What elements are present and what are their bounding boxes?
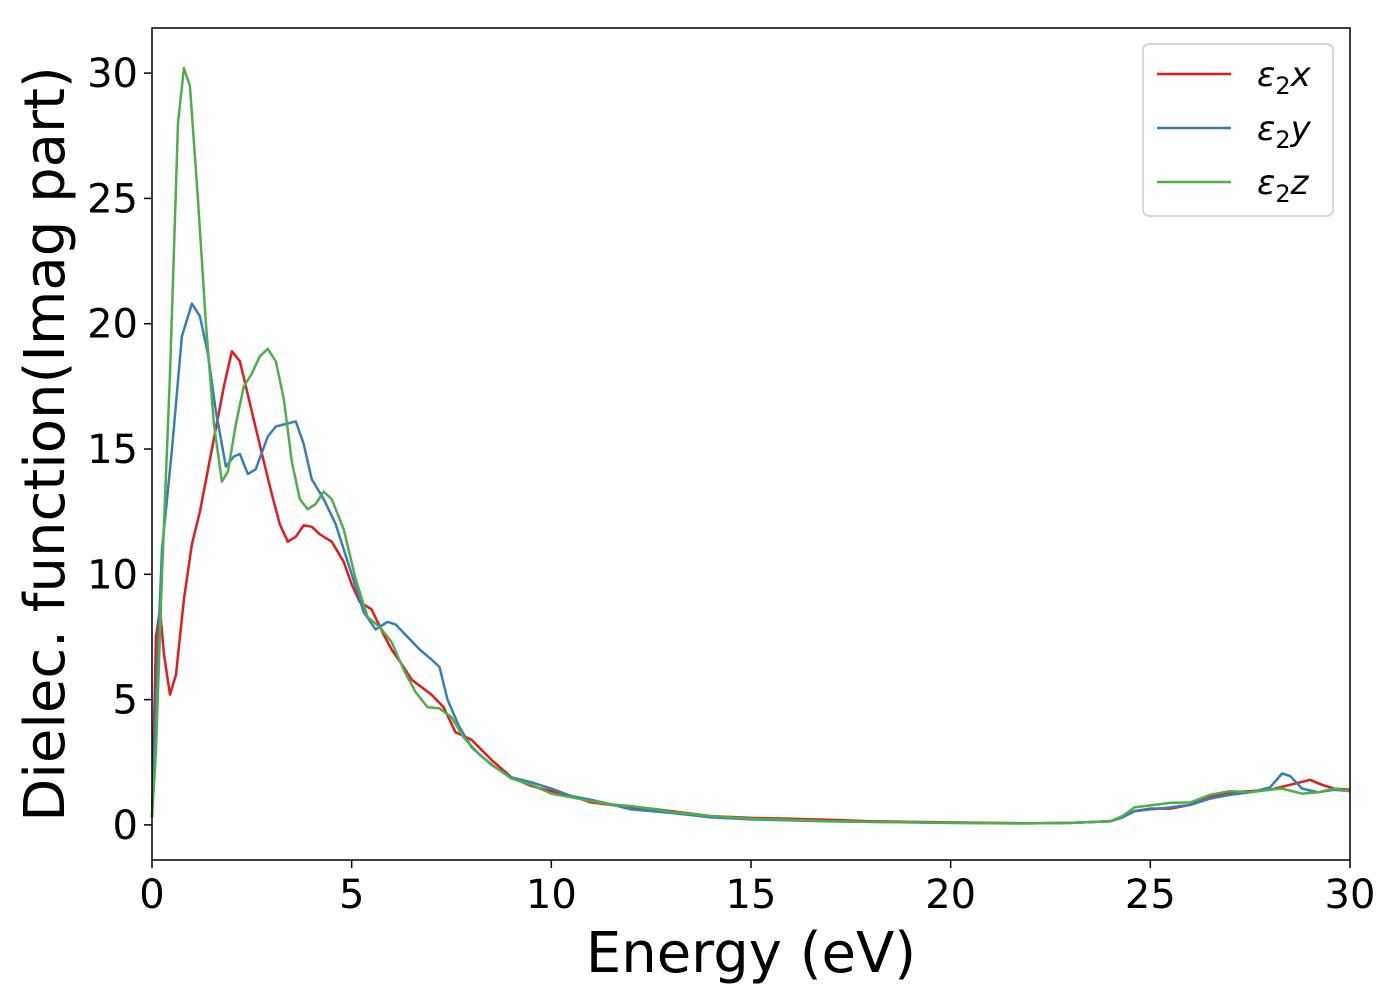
y-axis-title: Dielec. function(Imag part) bbox=[13, 66, 78, 822]
y-tick-label: 5 bbox=[113, 678, 138, 724]
legend-subscript: 2 bbox=[1275, 72, 1290, 100]
x-axis-ticks: 0 5 10 15 20 25 30 bbox=[139, 860, 1375, 918]
y-tick-label: 10 bbox=[87, 552, 138, 598]
x-tick-label: 0 bbox=[139, 872, 164, 918]
x-tick-label: 10 bbox=[526, 872, 577, 918]
x-tick-label: 20 bbox=[925, 872, 976, 918]
x-tick-label: 5 bbox=[339, 872, 364, 918]
series-layer bbox=[150, 66, 1351, 825]
legend-epsilon: ε bbox=[1257, 55, 1275, 95]
legend-variable: y bbox=[1290, 109, 1312, 149]
legend-subscript: 2 bbox=[1275, 126, 1290, 154]
x-tick-label: 30 bbox=[1325, 872, 1376, 918]
x-tick-label: 25 bbox=[1125, 872, 1176, 918]
y-axis-ticks: 0 5 10 15 20 25 30 bbox=[87, 51, 152, 849]
legend-epsilon: ε bbox=[1257, 109, 1275, 149]
legend-label-x: ε2x bbox=[1257, 55, 1312, 100]
legend-label-y: ε2y bbox=[1257, 109, 1312, 154]
legend-epsilon: ε bbox=[1257, 163, 1275, 203]
x-axis-title: Energy (eV) bbox=[586, 921, 916, 986]
y-tick-label: 25 bbox=[87, 176, 138, 222]
legend-label-z: ε2z bbox=[1257, 163, 1310, 208]
legend-variable: x bbox=[1290, 55, 1312, 95]
y-tick-label: 30 bbox=[87, 51, 138, 97]
y-tick-label: 15 bbox=[87, 427, 138, 473]
y-tick-label: 0 bbox=[113, 803, 138, 849]
y-tick-label: 20 bbox=[87, 302, 138, 348]
series-line-z bbox=[150, 66, 1351, 825]
x-tick-label: 15 bbox=[726, 872, 777, 918]
legend-variable: z bbox=[1290, 163, 1310, 203]
legend-subscript: 2 bbox=[1275, 180, 1290, 208]
legend-box bbox=[1142, 43, 1334, 217]
